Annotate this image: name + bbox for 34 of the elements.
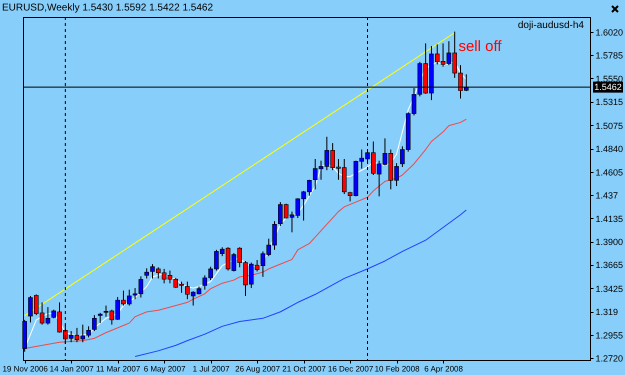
candlestick xyxy=(86,326,91,338)
y-tick-label: 1.4135 xyxy=(596,214,624,224)
y-tick-label: 1.3900 xyxy=(596,237,624,248)
x-tick-label: 14 Jan 2007 xyxy=(50,364,94,374)
annotation: sell off xyxy=(458,38,502,55)
y-tick-label: 1.5550 xyxy=(596,74,624,84)
candlestick xyxy=(144,268,149,279)
y-tick-label: 1.2955 xyxy=(596,330,624,340)
y-tick-label: 1.3425 xyxy=(596,284,624,294)
y-tick-label: 1.4605 xyxy=(596,167,624,178)
x-tick-label: 10 Feb 2008 xyxy=(374,364,420,374)
x-tick-label: 1 Jul 2007 xyxy=(192,364,230,374)
x-tick-label: 6 Apr 2008 xyxy=(424,364,464,374)
x-tick-label: 21 Oct 2007 xyxy=(282,364,326,374)
x-tick-label: 26 Aug 2007 xyxy=(235,364,281,374)
y-tick-label: 1.2720 xyxy=(596,354,624,364)
y-tick-label: 1.5315 xyxy=(596,97,624,108)
candlestick xyxy=(98,312,103,324)
annotation: doji-audusd-h4 xyxy=(518,20,584,31)
ref-line-label: 1.5462 xyxy=(594,82,622,92)
x-tick-label: 11 Mar 2007 xyxy=(96,364,141,374)
x-tick-label: 16 Dec 2007 xyxy=(328,364,374,374)
y-tick-label: 1.319 xyxy=(596,307,618,318)
y-tick-label: 1.4840 xyxy=(596,144,624,154)
x-tick-label: 6 May 2007 xyxy=(144,364,186,374)
y-tick-label: 1.6020 xyxy=(596,28,624,38)
y-tick-label: 1.5075 xyxy=(596,120,624,131)
y-tick-label: 1.5785 xyxy=(596,50,624,61)
chart-title: EURUSD,Weekly 1.5430 1.5592 1.5422 1.5462 xyxy=(2,2,214,14)
y-tick-label: 1.437 xyxy=(596,190,618,201)
line-series xyxy=(134,209,467,358)
x-tick-label: 19 Nov 2006 xyxy=(2,364,48,374)
y-tick-label: 1.3665 xyxy=(596,260,624,270)
candlestick xyxy=(92,314,97,332)
